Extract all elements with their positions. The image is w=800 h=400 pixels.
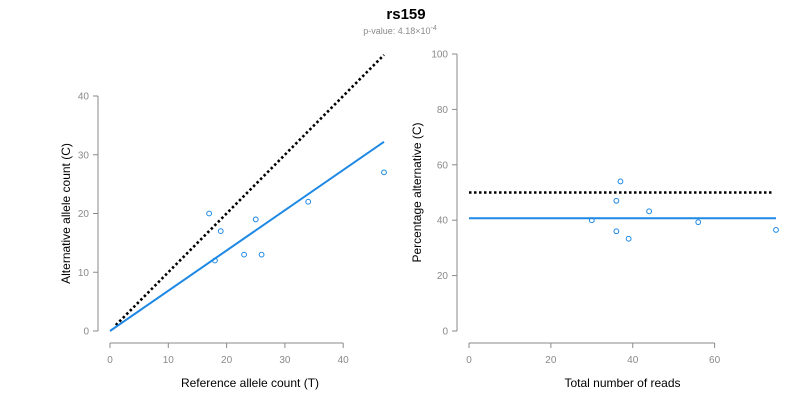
data-point <box>773 226 779 233</box>
data-point <box>305 198 312 205</box>
x-tick-label: 10 <box>163 355 175 366</box>
chart-title: rs159 <box>386 6 425 23</box>
data-point <box>617 178 624 185</box>
y-tick-label: 40 <box>437 216 449 227</box>
left-panel: 0 10 20 30 40 0 10 20 30 40 Reference allele count… <box>59 53 387 390</box>
y-tick-label: 20 <box>78 209 90 220</box>
x-axis-label: Total number of reads <box>564 376 680 390</box>
fit-line <box>109 141 385 332</box>
subtitle-mantissa: 4.18 <box>398 26 416 36</box>
x-tick-label: 30 <box>279 355 291 366</box>
y-tick-label: 40 <box>78 92 90 103</box>
data-point <box>625 235 632 242</box>
data-point <box>212 257 218 264</box>
x-tick-label: 20 <box>545 355 557 366</box>
y-axis-label: Alternative allele count (C) <box>59 143 73 284</box>
x-tick-label: 60 <box>709 355 721 366</box>
y-axis-label: Percentage alternative (C) <box>410 122 424 262</box>
y-tick-label: 100 <box>431 50 448 61</box>
data-point <box>206 210 213 217</box>
data-point <box>646 208 653 215</box>
x-tick-label: 20 <box>221 355 233 366</box>
y-tick-label: 0 <box>442 327 448 338</box>
data-point <box>258 251 265 258</box>
data-point <box>613 228 620 235</box>
subtitle-exponent: -4 <box>431 25 437 32</box>
y-tick-label: 30 <box>78 150 90 161</box>
subtitle-base: 10 <box>421 26 431 36</box>
data-point <box>241 251 247 258</box>
x-tick-label: 0 <box>466 355 472 366</box>
right-panel: 0 20 40 60 0 20 40 60 80 100 Total number of reads… <box>410 50 779 390</box>
data-point <box>252 216 259 223</box>
subtitle-times: × <box>415 26 420 36</box>
subtitle-prefix: p-value: <box>363 26 398 36</box>
data-point <box>695 219 702 226</box>
y-tick-label: 60 <box>437 160 449 171</box>
x-tick-label: 40 <box>627 355 639 366</box>
x-tick-label: 0 <box>107 355 113 366</box>
y-tick-label: 0 <box>83 327 89 338</box>
data-point <box>381 169 387 176</box>
data-point <box>588 217 595 224</box>
data-point <box>613 197 620 204</box>
chart-subtitle: p-value: 4.18×10-4 <box>363 25 437 36</box>
data-point <box>217 228 224 235</box>
x-axis-label: Reference allele count (T) <box>181 376 319 390</box>
y-tick-label: 80 <box>437 105 449 116</box>
y-tick-label: 10 <box>78 268 90 279</box>
reference-line <box>114 53 385 327</box>
y-tick-label: 20 <box>437 271 449 282</box>
x-tick-label: 40 <box>338 355 350 366</box>
